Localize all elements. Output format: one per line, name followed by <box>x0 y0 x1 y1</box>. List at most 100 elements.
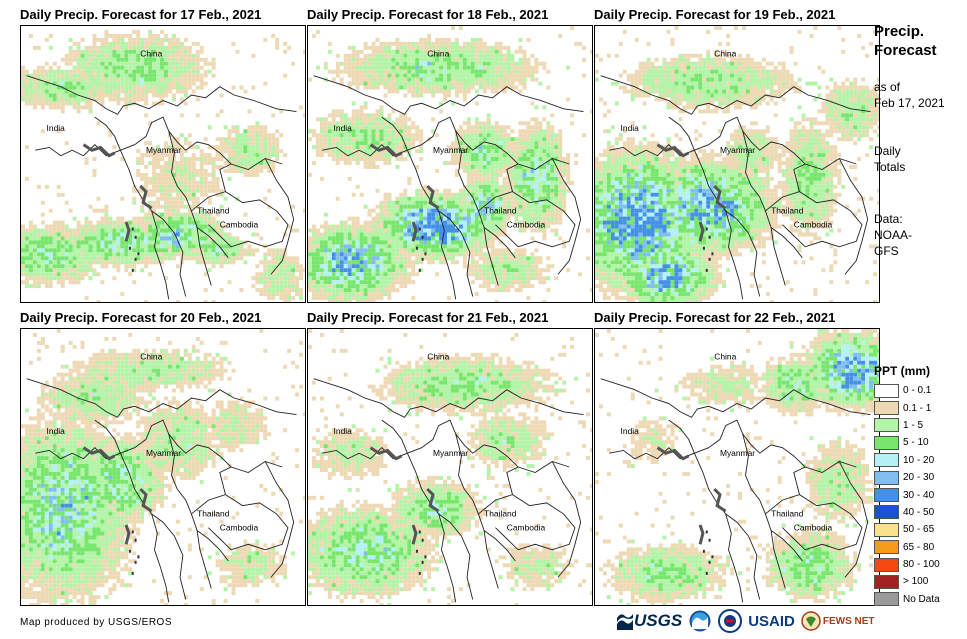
usaid-logo-text: USAID <box>748 612 795 630</box>
precip-map: China India Myanmar Thailand Cambodia <box>307 25 593 303</box>
legend-label: 0 - 0.1 <box>903 385 932 397</box>
country-label-thailand: Thailand <box>197 206 230 216</box>
legend-label: 5 - 10 <box>903 437 929 449</box>
legend-item: 40 - 50 <box>874 504 964 521</box>
precip-map: China India Myanmar Thailand Cambodia <box>594 25 880 303</box>
legend-swatch <box>874 383 899 398</box>
country-label-thailand: Thailand <box>484 206 517 216</box>
country-label-china: China <box>140 351 162 361</box>
usaid-logo: USAID <box>748 608 795 634</box>
precip-map-canvas: China India Myanmar Thailand Cambodia <box>21 329 305 605</box>
precip-map-canvas: China India Myanmar Thailand Cambodia <box>595 26 879 302</box>
legend-item: 0 - 0.1 <box>874 382 964 399</box>
fewsnet-globe-icon <box>801 611 821 631</box>
country-boundaries <box>601 76 871 300</box>
country-label-india: India <box>334 426 353 436</box>
country-label-cambodia: Cambodia <box>220 219 259 229</box>
legend-item: 10 - 20 <box>874 452 964 469</box>
legend-item: 20 - 30 <box>874 469 964 486</box>
country-label-china: China <box>427 48 449 58</box>
country-label-myanmar: Myanmar <box>146 448 181 458</box>
precip-map-canvas: China India Myanmar Thailand Cambodia <box>308 329 592 605</box>
panel-title: Daily Precip. Forecast for 18 Feb., 2021 <box>307 7 549 22</box>
country-label-india: India <box>47 426 66 436</box>
legend-swatch <box>874 435 899 450</box>
legend-title: PPT (mm) <box>874 364 931 378</box>
map-credit: Map produced by USGS/EROS <box>20 617 173 628</box>
legend-item: No Data <box>874 591 964 608</box>
country-boundaries <box>314 379 584 603</box>
country-label-thailand: Thailand <box>484 509 517 519</box>
country-label-india: India <box>334 123 353 133</box>
precip-field <box>595 26 879 302</box>
country-boundaries <box>27 379 297 603</box>
precip-field <box>21 329 305 605</box>
data-source-line1: Data: <box>874 212 903 226</box>
country-label-china: China <box>427 351 449 361</box>
panel-title: Daily Precip. Forecast for 17 Feb., 2021 <box>20 7 262 22</box>
precip-map: China India Myanmar Thailand Cambodia <box>20 25 306 303</box>
ppt-legend: PPT (mm) 0 - 0.1 0.1 - 1 1 - 5 5 - 10 10 - 2… <box>874 364 964 608</box>
info-block: Precip. Forecast as of Feb 17, 2021 Dail… <box>874 22 964 259</box>
legend-label: No Data <box>903 593 940 605</box>
legend-swatch <box>874 540 899 555</box>
country-label-india: India <box>621 426 640 436</box>
totals-line1: Daily <box>874 144 901 158</box>
country-label-cambodia: Cambodia <box>794 219 833 229</box>
country-label-china: China <box>714 48 736 58</box>
country-label-myanmar: Myanmar <box>433 448 468 458</box>
legend-item: 0.1 - 1 <box>874 399 964 416</box>
legend-item: 30 - 40 <box>874 486 964 503</box>
info-title-line1: Precip. <box>874 23 925 40</box>
legend-swatch <box>874 505 899 520</box>
country-label-china: China <box>714 351 736 361</box>
noaa-logo <box>688 609 712 633</box>
legend-item: 5 - 10 <box>874 434 964 451</box>
panel-title: Daily Precip. Forecast for 21 Feb., 2021 <box>307 310 549 325</box>
legend-rows: 0 - 0.1 0.1 - 1 1 - 5 5 - 10 10 - 20 20 - 30 3… <box>874 382 964 608</box>
country-label-india: India <box>621 123 640 133</box>
country-label-myanmar: Myanmar <box>720 145 755 155</box>
usgs-wave-icon <box>617 614 633 630</box>
agency-logos: USGS USAID FEWS NET <box>617 607 875 635</box>
legend-label: 50 - 65 <box>903 524 935 536</box>
usaid-seal-icon <box>718 609 743 633</box>
legend-swatch <box>874 418 899 433</box>
legend-swatch <box>874 401 899 416</box>
legend-label: 65 - 80 <box>903 541 935 553</box>
country-label-myanmar: Myanmar <box>146 145 181 155</box>
precip-map: China India Myanmar Thailand Cambodia <box>307 328 593 606</box>
legend-label: > 100 <box>903 576 929 588</box>
fewsnet-logo-text: FEWS NET <box>822 615 875 627</box>
panel-title: Daily Precip. Forecast for 19 Feb., 2021 <box>594 7 836 22</box>
info-title-line2: Forecast <box>874 42 937 59</box>
asof-line1: as of <box>874 80 901 94</box>
country-label-cambodia: Cambodia <box>507 219 546 229</box>
panel-title: Daily Precip. Forecast for 20 Feb., 2021 <box>20 310 262 325</box>
legend-swatch <box>874 557 899 572</box>
legend-label: 40 - 50 <box>903 506 935 518</box>
country-boundaries <box>314 76 584 300</box>
legend-swatch <box>874 470 899 485</box>
precip-field <box>308 329 592 605</box>
precip-field <box>595 329 879 605</box>
legend-label: 80 - 100 <box>903 559 940 571</box>
precip-map-canvas: China India Myanmar Thailand Cambodia <box>308 26 592 302</box>
legend-swatch <box>874 522 899 537</box>
legend-item: > 100 <box>874 573 964 590</box>
island-markers <box>415 227 427 272</box>
country-label-thailand: Thailand <box>771 509 804 519</box>
country-boundaries <box>27 76 297 300</box>
legend-swatch <box>874 574 899 589</box>
precip-map-canvas: China India Myanmar Thailand Cambodia <box>595 329 879 605</box>
totals-line2: Totals <box>874 160 906 174</box>
island-markers <box>702 530 714 575</box>
country-label-cambodia: Cambodia <box>507 522 546 532</box>
panel-title: Daily Precip. Forecast for 22 Feb., 2021 <box>594 310 836 325</box>
country-boundaries <box>601 379 871 603</box>
data-source-line2: NOAA- <box>874 228 913 242</box>
country-label-cambodia: Cambodia <box>794 522 833 532</box>
legend-swatch <box>874 592 899 607</box>
precip-map: China India Myanmar Thailand Cambodia <box>20 328 306 606</box>
asof-date: Feb 17, 2021 <box>874 96 945 110</box>
